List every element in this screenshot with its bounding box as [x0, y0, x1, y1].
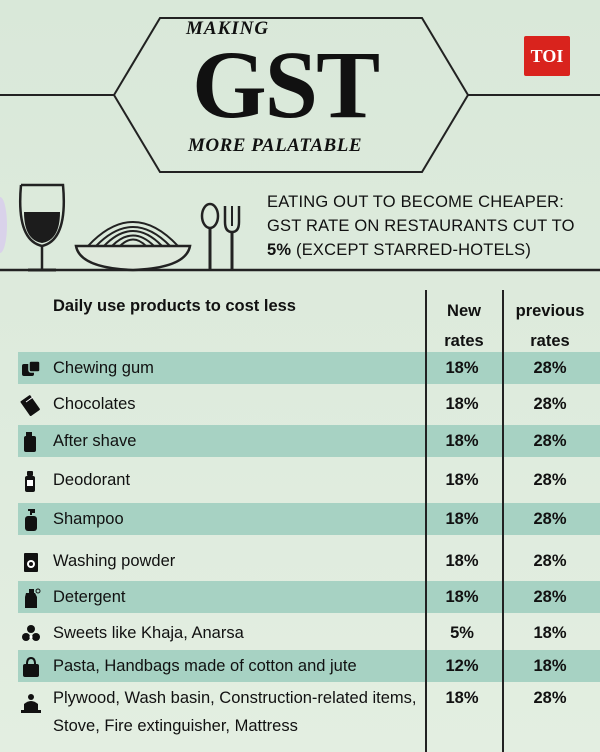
previous-rate: 28%	[533, 359, 567, 377]
title-gst: GST	[192, 31, 380, 138]
shampoo-icon	[25, 509, 37, 531]
product-name: After shave	[53, 432, 137, 450]
previous-rate: 18%	[533, 657, 567, 675]
headline-text: EATING OUT TO BECOME CHEAPER: GST RATE O…	[267, 193, 575, 235]
product-name: Plywood, Wash basin, Construction-relate…	[53, 689, 417, 735]
table-row: After shave 18% 28%	[18, 425, 600, 457]
product-name: Shampoo	[53, 510, 124, 528]
header-artwork	[0, 17, 600, 272]
new-rate: 18%	[445, 552, 479, 570]
title-palatable: MORE PALATABLE	[188, 135, 362, 156]
new-rate: 18%	[445, 432, 479, 450]
new-rate: 18%	[445, 689, 479, 707]
previous-rate: 28%	[533, 552, 567, 570]
chocolate-icon	[20, 395, 40, 416]
table-row: Deodorant 18% 28%	[18, 464, 600, 496]
column-divider-1	[425, 290, 427, 752]
previous-rate: 28%	[533, 689, 567, 707]
product-name: Pasta, Handbags made of cotton and jute	[53, 657, 357, 675]
new-rate: 18%	[445, 510, 479, 528]
product-name: Deodorant	[53, 471, 131, 489]
previous-rate: 18%	[533, 624, 567, 642]
toi-logo: TOI	[524, 36, 570, 76]
handbag-icon	[23, 656, 39, 677]
new-rate: 18%	[445, 471, 479, 489]
table-row: Washing powder 18% 28%	[18, 545, 600, 577]
previous-rate: 28%	[533, 471, 567, 489]
product-name: Chewing gum	[53, 359, 154, 377]
table-row: Shampoo 18% 28%	[18, 503, 600, 535]
previous-rate: 28%	[533, 432, 567, 450]
table-header-previous-rates: previous rates	[515, 302, 585, 350]
new-rate: 5%	[450, 624, 474, 642]
column-divider-2	[502, 290, 504, 752]
previous-rate: 28%	[533, 588, 567, 606]
previous-rate: 28%	[533, 510, 567, 528]
table-header-new-rates: New rates	[444, 302, 484, 350]
new-rate: 12%	[445, 657, 479, 675]
detergent-icon	[25, 588, 41, 608]
product-name: Detergent	[53, 588, 126, 606]
sweets-icon	[22, 625, 40, 641]
headline-suffix: (EXCEPT STARRED-HOTELS)	[291, 241, 532, 259]
new-rate: 18%	[445, 359, 479, 377]
table-row: Plywood, Wash basin, Construction-relate…	[18, 686, 600, 738]
new-rate: 18%	[445, 395, 479, 413]
product-name: Chocolates	[53, 395, 136, 413]
previous-rate: 28%	[533, 395, 567, 413]
chewing-gum-icon	[22, 360, 41, 376]
table-row: Detergent 18% 28%	[18, 581, 600, 613]
restaurant-headline: EATING OUT TO BECOME CHEAPER: GST RATE O…	[267, 190, 587, 262]
table-header-products: Daily use products to cost less	[53, 297, 296, 315]
after-shave-icon	[24, 432, 36, 452]
table-row: Sweets like Khaja, Anarsa 5% 18%	[18, 617, 600, 649]
product-name: Sweets like Khaja, Anarsa	[53, 624, 244, 642]
product-name: Washing powder	[53, 552, 176, 570]
washing-powder-icon	[24, 553, 38, 572]
headline-rate: 5%	[267, 241, 292, 259]
deodorant-icon	[25, 471, 35, 492]
construction-icon	[21, 694, 41, 713]
table-row: Chewing gum 18% 28%	[18, 352, 600, 384]
title-making: MAKING	[186, 18, 270, 39]
table-row: Pasta, Handbags made of cotton and jute 1…	[18, 650, 600, 682]
new-rate: 18%	[445, 588, 479, 606]
table-row: Chocolates 18% 28%	[18, 388, 600, 420]
